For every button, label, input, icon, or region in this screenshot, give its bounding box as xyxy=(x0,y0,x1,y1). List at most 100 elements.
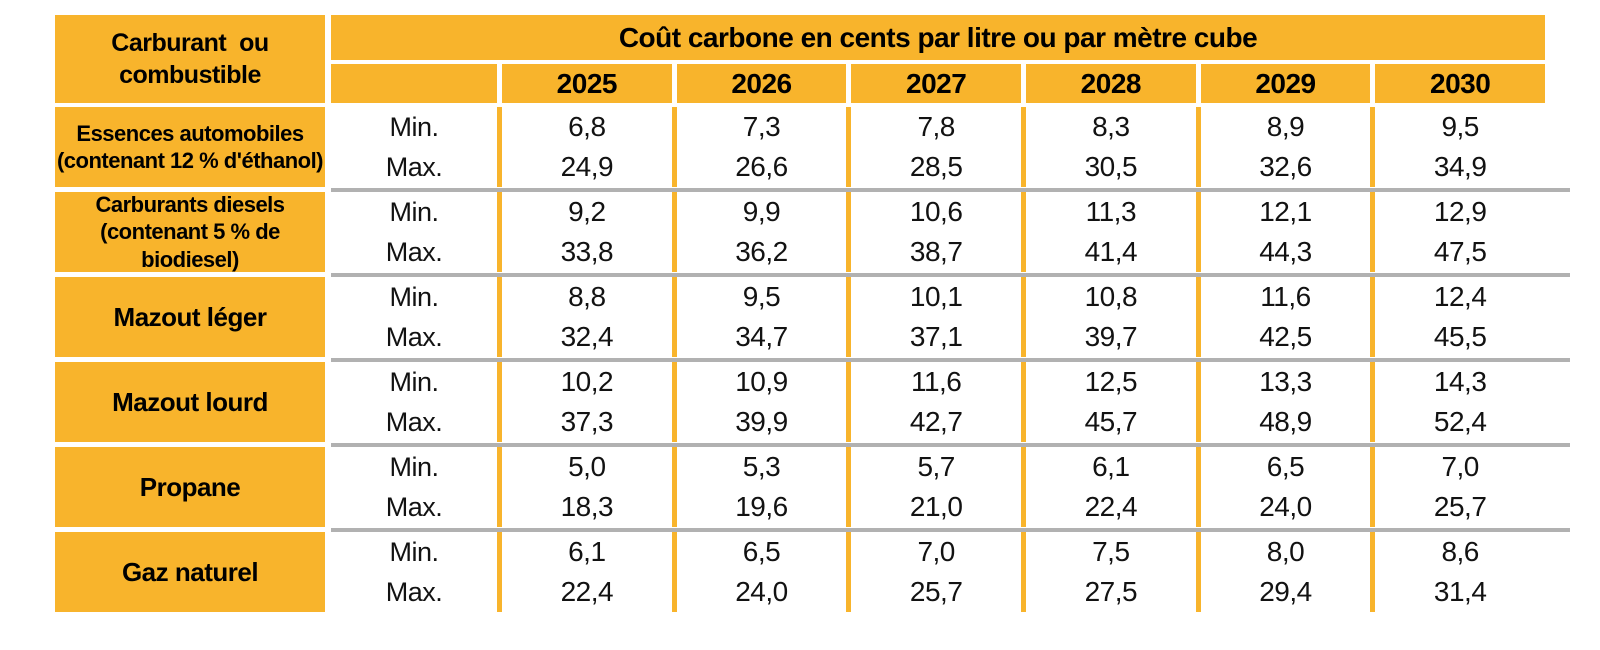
value-cell: 10,2 xyxy=(502,362,672,402)
value-cell: 30,5 xyxy=(1026,147,1196,187)
fuel-name-cell: Carburants diesels (contenant 5 % de bio… xyxy=(55,192,325,272)
value-cell: 37,1 xyxy=(851,317,1021,357)
value-cell: 28,5 xyxy=(851,147,1021,187)
group-separator-spacer xyxy=(55,527,331,532)
value-cell: 8,0 xyxy=(1200,532,1371,572)
data-header: Coût carbone en cents par litre ou par m… xyxy=(331,15,1545,103)
fuel-name: Carburants diesels xyxy=(95,191,285,217)
value-cell: 10,6 xyxy=(851,192,1021,232)
table-body: Essences automobiles (contenant 12 % d'é… xyxy=(55,107,1570,612)
fuel-note: (contenant 12 % d'éthanol) xyxy=(56,148,324,173)
value-cell: 8,9 xyxy=(1200,107,1371,147)
group-separator-line xyxy=(331,357,1570,362)
value-cell: 25,7 xyxy=(851,572,1021,612)
value-cell: 6,1 xyxy=(1026,447,1196,487)
min-label: Min. xyxy=(331,192,497,232)
fuel-name: Mazout lourd xyxy=(112,386,268,417)
group-separator-line xyxy=(331,187,1570,192)
carbon-cost-table: Carburant ou combustible Coût carbone en… xyxy=(55,15,1570,612)
value-cell: 18,3 xyxy=(502,487,672,527)
value-cell: 10,9 xyxy=(676,362,847,402)
value-cell: 34,9 xyxy=(1375,147,1545,187)
value-cell: 32,6 xyxy=(1200,147,1371,187)
fuel-note: (contenant 5 % de biodiesel) xyxy=(100,219,280,272)
max-label: Max. xyxy=(331,232,497,272)
fuel-name-cell: Propane xyxy=(55,447,325,527)
fuel-name: Propane xyxy=(139,471,241,502)
group-separator xyxy=(55,187,1570,192)
value-cell: 22,4 xyxy=(502,572,672,612)
value-cell: 13,3 xyxy=(1200,362,1371,402)
group-values: Min. 9,2 9,9 10,6 11,3 12,1 12,9 Max. 33,8 36,2 38… xyxy=(331,192,1545,272)
year-header-2026: 2026 xyxy=(676,64,847,103)
value-cell: 6,5 xyxy=(676,532,847,572)
value-cell: 5,3 xyxy=(676,447,847,487)
value-cell: 9,5 xyxy=(676,277,847,317)
min-label: Min. xyxy=(331,107,497,147)
group-values: Min. 10,2 10,9 11,6 12,5 13,3 14,3 Max. 37,3 39,9… xyxy=(331,362,1545,442)
value-cell: 31,4 xyxy=(1375,572,1545,612)
fuel-name-cell: Mazout lourd xyxy=(55,362,325,442)
year-header-2030: 2030 xyxy=(1375,64,1545,103)
value-cell: 32,4 xyxy=(502,317,672,357)
fuel-column-header-line2: combustible xyxy=(119,61,261,89)
max-label: Max. xyxy=(331,317,497,357)
group-separator xyxy=(55,527,1570,532)
value-cell: 39,9 xyxy=(676,402,847,442)
fuel-column-header: Carburant ou combustible xyxy=(55,15,325,103)
fuel-name-cell: Gaz naturel xyxy=(55,532,325,612)
year-header-2027: 2027 xyxy=(851,64,1021,103)
value-cell: 5,0 xyxy=(502,447,672,487)
value-cell: 45,5 xyxy=(1375,317,1545,357)
group-separator-spacer xyxy=(55,187,331,192)
value-cell: 33,8 xyxy=(502,232,672,272)
minmax-column-header xyxy=(331,64,497,103)
value-cell: 22,4 xyxy=(1026,487,1196,527)
value-cell: 11,3 xyxy=(1026,192,1196,232)
value-cell: 8,3 xyxy=(1026,107,1196,147)
table-title: Coût carbone en cents par litre ou par m… xyxy=(331,15,1545,60)
max-label: Max. xyxy=(331,147,497,187)
value-cell: 25,7 xyxy=(1375,487,1545,527)
value-cell: 5,7 xyxy=(851,447,1021,487)
value-cell: 45,7 xyxy=(1026,402,1196,442)
group-separator xyxy=(55,442,1570,447)
value-cell: 12,1 xyxy=(1200,192,1371,232)
fuel-group-row: Propane Min. 5,0 5,3 5,7 6,1 6,5 7,0 Max. 18,3 19… xyxy=(55,447,1545,527)
value-cell: 10,8 xyxy=(1026,277,1196,317)
value-cell: 14,3 xyxy=(1375,362,1545,402)
value-cell: 39,7 xyxy=(1026,317,1196,357)
max-label: Max. xyxy=(331,572,497,612)
min-label: Min. xyxy=(331,532,497,572)
value-cell: 7,0 xyxy=(851,532,1021,572)
value-cell: 37,3 xyxy=(502,402,672,442)
value-cell: 38,7 xyxy=(851,232,1021,272)
fuel-group-row: Mazout léger Min. 8,8 9,5 10,1 10,8 11,6 12,4 M… xyxy=(55,277,1545,357)
value-cell: 27,5 xyxy=(1026,572,1196,612)
group-values: Min. 6,8 7,3 7,8 8,3 8,9 9,5 Max. 24,9 26,6 28,5 30… xyxy=(331,107,1545,187)
group-separator-spacer xyxy=(55,357,331,362)
min-label: Min. xyxy=(331,362,497,402)
fuel-group-row: Carburants diesels (contenant 5 % de bio… xyxy=(55,192,1545,272)
fuel-column-header-line1: Carburant ou xyxy=(111,28,269,57)
value-cell: 24,0 xyxy=(676,572,847,612)
fuel-name: Essences automobiles xyxy=(76,120,304,146)
value-cell: 47,5 xyxy=(1375,232,1545,272)
value-cell: 21,0 xyxy=(851,487,1021,527)
value-cell: 7,0 xyxy=(1375,447,1545,487)
group-separator-line xyxy=(331,442,1570,447)
fuel-name-cell: Mazout léger xyxy=(55,277,325,357)
value-cell: 36,2 xyxy=(676,232,847,272)
group-separator xyxy=(55,272,1570,277)
group-separator-line xyxy=(331,527,1570,532)
value-cell: 7,3 xyxy=(676,107,847,147)
value-cell: 9,2 xyxy=(502,192,672,232)
value-cell: 44,3 xyxy=(1200,232,1371,272)
value-cell: 7,8 xyxy=(851,107,1021,147)
group-values: Min. 6,1 6,5 7,0 7,5 8,0 8,6 Max. 22,4 24,0 25,7 27… xyxy=(331,532,1545,612)
group-values: Min. 5,0 5,3 5,7 6,1 6,5 7,0 Max. 18,3 19,6 21,0 22… xyxy=(331,447,1545,527)
value-cell: 34,7 xyxy=(676,317,847,357)
value-cell: 29,4 xyxy=(1200,572,1371,612)
value-cell: 9,9 xyxy=(676,192,847,232)
value-cell: 6,8 xyxy=(502,107,672,147)
